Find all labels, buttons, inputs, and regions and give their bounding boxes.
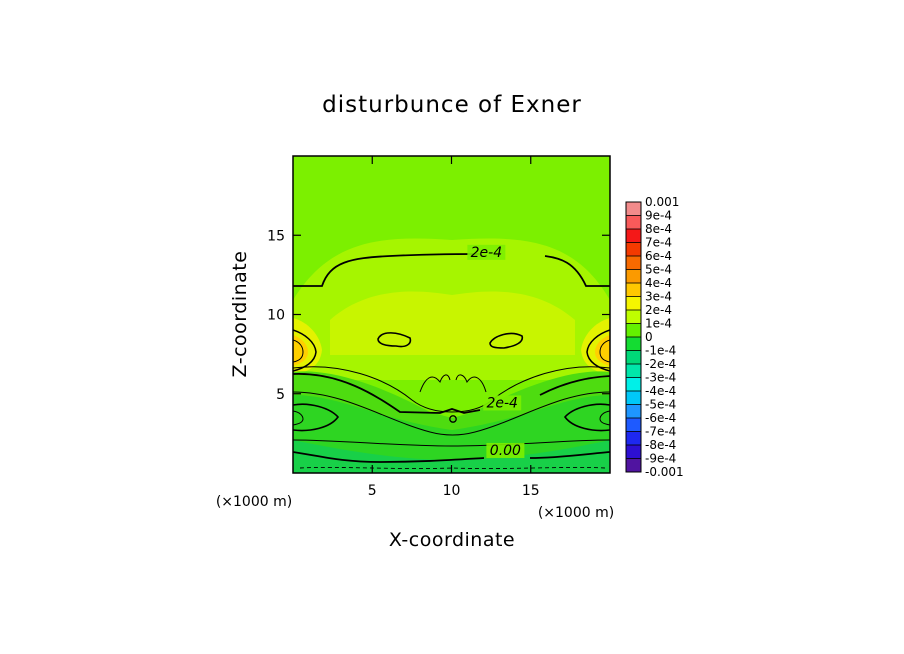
contour-right-lobe — [586, 329, 610, 372]
colorbar-swatch — [626, 256, 641, 270]
colorbar-label: -2e-4 — [645, 357, 676, 371]
x-tick-label: 10 — [443, 483, 461, 499]
contour-label-bg — [486, 442, 525, 458]
contour-right-eye — [489, 332, 524, 349]
colorbar-swatch — [626, 458, 641, 473]
colorbar-swatch — [626, 242, 641, 257]
colorbar-swatch — [626, 296, 641, 311]
colorbar-label: -7e-4 — [645, 425, 676, 439]
colorbar-label: 5e-4 — [645, 263, 672, 277]
colorbar-swatch — [626, 445, 641, 459]
contour-labels: 2e-4 2e-4 0.00 — [467, 244, 525, 459]
contour-label: 0.00 — [490, 443, 521, 459]
colorbar-swatch — [626, 337, 641, 351]
colorbar-label: -8e-4 — [645, 438, 676, 452]
colorbar-label: 8e-4 — [645, 222, 672, 236]
colorbar-swatch — [626, 418, 641, 432]
colorbar-label: 9e-4 — [645, 209, 672, 223]
colorbar-swatch — [626, 377, 641, 392]
contour-left-eye — [377, 332, 412, 348]
contour-lower-mid-thin — [293, 439, 610, 447]
colorbar-swatch — [626, 269, 641, 284]
x-axis-label: X-coordinate — [389, 529, 515, 551]
x-tick-label: 15 — [522, 483, 540, 499]
contour-label-bg — [483, 395, 522, 411]
contour-right-lower-loop — [563, 403, 610, 432]
contour-lower-thin — [293, 391, 610, 436]
colorbar-swatch — [626, 364, 641, 378]
contour-zero — [293, 451, 610, 463]
colorbar-label: -3e-4 — [645, 371, 676, 385]
contour-mid-thin-a — [293, 366, 610, 413]
colorbar-swatch — [626, 229, 641, 243]
colorbar-label: -6e-4 — [645, 411, 676, 425]
colorbar-label: 0.001 — [645, 195, 679, 209]
colorbar-swatch — [626, 215, 641, 230]
contour-label: 2e-4 — [486, 395, 517, 411]
contour-left-lower-loop — [293, 403, 340, 432]
y-unit-label: (×1000 m) — [216, 494, 292, 510]
y-tick-label: 10 — [267, 308, 285, 324]
axis-ticks: 5 10 15 5 10 15 — [267, 156, 610, 499]
contour-small-circle — [449, 415, 457, 423]
colorbar-label: -0.001 — [645, 465, 684, 479]
colorbar-swatch — [626, 283, 641, 297]
colorbar-swatch — [626, 310, 641, 324]
colorbar-label: 7e-4 — [645, 236, 672, 250]
colorbar-label: -5e-4 — [645, 398, 676, 412]
colorbar-swatch — [626, 323, 641, 338]
upper-yellow-band — [330, 291, 575, 355]
colorbar-label: -4e-4 — [645, 384, 676, 398]
right-orange-core — [595, 335, 610, 366]
colorbar-label: 4e-4 — [645, 276, 672, 290]
y-axis-label: Z-coordinate — [229, 251, 251, 378]
colorbar-swatch — [626, 391, 641, 405]
y-tick-label: 15 — [267, 228, 285, 244]
contour-label-bg — [467, 244, 506, 260]
colorbar-label: 6e-4 — [645, 249, 672, 263]
bottom-teal-region — [293, 440, 610, 473]
contour-right-inner — [599, 339, 610, 363]
colorbar: 0.0019e-48e-47e-46e-45e-44e-43e-42e-41e-… — [625, 195, 684, 479]
colorbar-swatch — [626, 404, 641, 419]
left-orange-core — [293, 335, 308, 366]
y-tick-label: 5 — [276, 387, 285, 403]
chart-title: disturbunce of Exner — [322, 92, 582, 118]
contour-right-lower-inner — [599, 410, 610, 426]
colorbar-label: 1e-4 — [645, 317, 672, 331]
contour-mid-2e-4 — [293, 373, 610, 414]
colorbar-label: -1e-4 — [645, 344, 676, 358]
colorbar-swatch — [626, 350, 641, 365]
colorbar-label: 0 — [645, 330, 653, 344]
contour-left-lower-inner — [293, 410, 304, 426]
contour-upper-2e-4 — [293, 253, 610, 287]
contour-label: 2e-4 — [471, 245, 502, 261]
contour-center-fingers — [419, 374, 487, 393]
colorbar-swatch — [626, 202, 641, 216]
colorbar-swatch — [626, 431, 641, 446]
contour-left-inner — [293, 339, 304, 363]
colorbar-label: -9e-4 — [645, 452, 676, 466]
heatmap-field — [293, 156, 610, 473]
x-unit-label: (×1000 m) — [538, 505, 614, 521]
colorbar-label: 3e-4 — [645, 290, 672, 304]
lower-dark-green-region — [293, 395, 610, 473]
x-tick-label: 5 — [368, 483, 377, 499]
colorbar-label: 2e-4 — [645, 303, 672, 317]
